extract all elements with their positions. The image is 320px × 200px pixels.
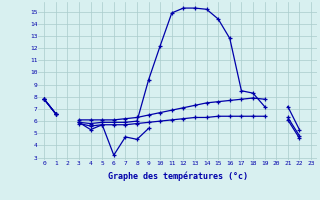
- X-axis label: Graphe des températures (°c): Graphe des températures (°c): [108, 171, 248, 181]
